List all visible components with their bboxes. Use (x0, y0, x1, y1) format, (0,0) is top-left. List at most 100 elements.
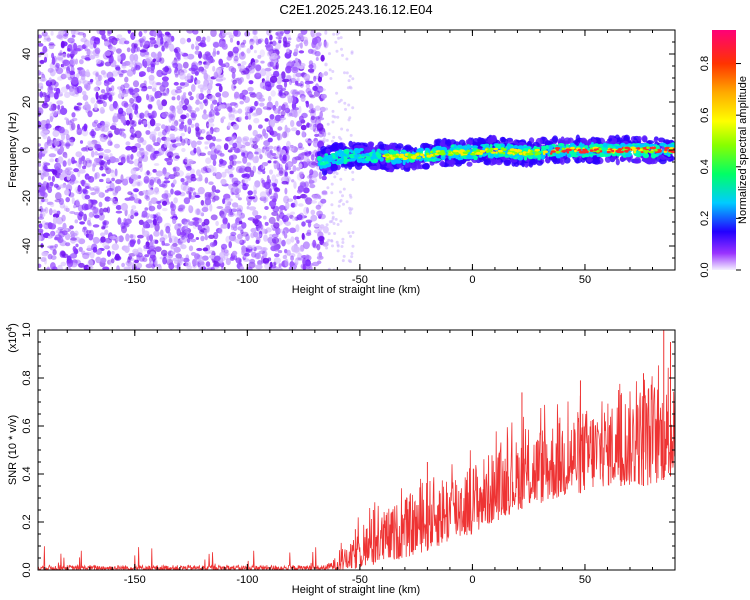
noise-mark (298, 105, 302, 114)
signal-mark (461, 146, 466, 150)
signal-mark (435, 158, 440, 162)
signal-peak-mark (466, 149, 471, 153)
noise-mark (102, 221, 107, 228)
noise-mark (83, 182, 91, 187)
noise-mark (285, 127, 291, 133)
noise-mark (53, 139, 60, 147)
noise-mark (192, 217, 200, 222)
noise-mark (39, 59, 45, 64)
noise-mark (93, 86, 99, 92)
signal-peak-mark (556, 150, 561, 154)
noise-mark (57, 236, 64, 244)
noise-mark (188, 205, 192, 210)
noise-mark (349, 260, 352, 264)
noise-mark (145, 195, 151, 201)
noise-mark (260, 247, 268, 252)
noise-mark (246, 48, 251, 54)
noise-mark (166, 151, 174, 158)
noise-mark (305, 197, 313, 205)
noise-mark (41, 31, 48, 37)
noise-mark (147, 85, 153, 90)
noise-mark (180, 132, 186, 137)
noise-mark (188, 139, 192, 145)
noise-mark (38, 107, 44, 115)
noise-mark (268, 188, 272, 195)
noise-mark (84, 101, 89, 108)
noise-mark (229, 173, 234, 178)
noise-mark (99, 152, 105, 156)
signal-mark (642, 153, 650, 159)
noise-mark (223, 143, 229, 151)
noise-mark (267, 160, 272, 164)
noise-mark (222, 217, 228, 225)
noise-mark (318, 88, 326, 92)
noise-mark (166, 161, 173, 166)
noise-mark (111, 243, 120, 251)
noise-mark (269, 114, 275, 120)
noise-mark (102, 266, 110, 270)
noise-mark (298, 65, 305, 70)
signal-mark (348, 153, 356, 159)
noise-mark (109, 169, 115, 173)
noise-mark (289, 145, 295, 152)
signal-mark (637, 136, 642, 142)
noise-mark (71, 156, 75, 165)
noise-mark (47, 175, 52, 181)
noise-mark (172, 62, 179, 69)
noise-mark (238, 116, 243, 121)
noise-mark (158, 33, 165, 38)
noise-mark (335, 91, 339, 95)
noise-mark (263, 140, 270, 147)
noise-mark (205, 157, 212, 164)
noise-mark (38, 34, 42, 39)
noise-mark (235, 166, 243, 174)
noise-mark (236, 207, 242, 213)
noise-mark (143, 60, 148, 69)
noise-mark (309, 95, 316, 99)
noise-mark (147, 249, 151, 255)
noise-mark (68, 70, 76, 76)
signal-mark (377, 155, 382, 159)
signal-peak-mark (598, 147, 602, 151)
noise-mark (343, 168, 347, 172)
noise-mark (96, 30, 102, 35)
noise-mark (273, 266, 280, 270)
noise-mark (60, 73, 67, 80)
noise-mark (262, 106, 269, 110)
noise-mark (95, 249, 103, 255)
noise-mark (143, 151, 148, 156)
noise-mark (228, 136, 235, 142)
noise-mark (58, 198, 64, 205)
noise-mark (331, 70, 335, 73)
noise-mark (312, 239, 317, 248)
noise-mark (271, 237, 280, 244)
noise-mark (136, 262, 143, 269)
noise-mark (137, 267, 141, 270)
noise-mark (38, 208, 47, 213)
noise-mark (259, 102, 265, 107)
noise-mark (159, 57, 165, 64)
noise-mark (242, 137, 248, 145)
noise-mark (169, 105, 175, 112)
noise-mark (209, 79, 213, 86)
noise-mark (254, 100, 258, 107)
signal-mark (483, 160, 490, 166)
noise-mark (281, 71, 286, 80)
noise-mark (334, 40, 338, 44)
signal-mark (489, 153, 494, 159)
noise-mark (142, 120, 148, 125)
noise-mark (299, 115, 304, 122)
noise-mark (104, 61, 111, 67)
noise-mark (215, 92, 222, 98)
noise-mark (107, 188, 114, 192)
noise-mark (160, 229, 164, 237)
noise-mark (306, 207, 309, 214)
signal-mark (332, 154, 336, 159)
noise-mark (210, 214, 218, 221)
noise-mark (43, 181, 48, 186)
noise-mark (39, 186, 45, 192)
noise-mark (150, 96, 155, 102)
noise-mark (281, 239, 286, 247)
noise-mark (254, 252, 262, 260)
noise-mark (57, 156, 64, 164)
